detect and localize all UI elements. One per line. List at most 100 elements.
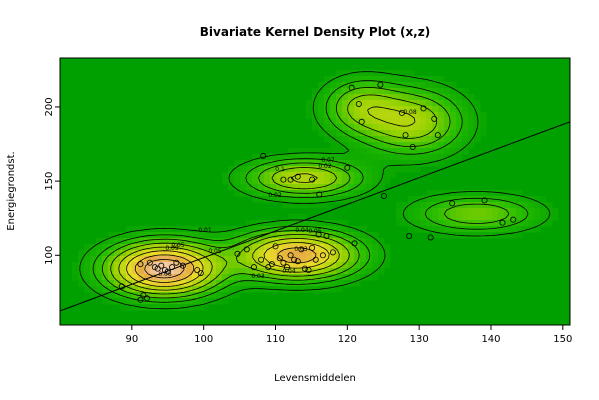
data-point — [377, 81, 384, 88]
chart-title: Bivariate Kernel Density Plot (x,z) — [200, 25, 430, 39]
regression-line-path — [60, 121, 570, 312]
data-point — [243, 246, 250, 253]
contour-level-1 — [92, 80, 529, 303]
data-point — [161, 267, 168, 274]
x-tick-label: 90 — [125, 334, 138, 345]
data-point — [283, 264, 290, 271]
contour-label: 0.07 — [321, 157, 335, 164]
contour-level-2 — [101, 87, 510, 299]
data-point — [140, 292, 147, 299]
contour-lines — [79, 71, 551, 310]
data-point — [309, 244, 316, 251]
contour-label: 0.1 — [275, 166, 285, 173]
data-point — [197, 270, 204, 277]
data-point — [301, 265, 308, 272]
data-points — [118, 81, 517, 303]
data-point — [316, 191, 323, 198]
data-point — [260, 152, 267, 159]
contour-label: 0.04 — [282, 268, 296, 275]
data-point — [298, 246, 305, 253]
data-point — [449, 200, 456, 207]
x-axis-label: Levensmiddelen — [274, 373, 356, 384]
contour-level-4 — [118, 106, 416, 291]
data-point — [355, 100, 362, 107]
y-tick-label: 200 — [44, 97, 55, 116]
data-point — [420, 105, 427, 112]
data-point — [146, 259, 153, 266]
y-tick-label: 150 — [44, 172, 55, 191]
data-point — [164, 268, 171, 275]
data-point — [179, 262, 186, 269]
data-point — [398, 109, 405, 116]
data-point — [351, 240, 358, 247]
plot-frame — [59, 57, 571, 326]
data-point — [258, 256, 265, 263]
data-point — [294, 173, 301, 180]
data-point — [137, 296, 144, 303]
data-point — [481, 197, 488, 204]
data-point — [358, 118, 365, 125]
data-point — [344, 164, 351, 171]
contour-label: 0.03 — [251, 273, 265, 280]
data-point — [434, 132, 441, 139]
x-tick-label: 120 — [338, 334, 357, 345]
y-axis-label: Energiegrondst. — [6, 151, 17, 230]
data-point — [406, 232, 413, 239]
data-point — [329, 249, 336, 256]
data-point — [294, 258, 301, 265]
data-point — [309, 176, 316, 183]
data-point — [272, 243, 279, 250]
data-point — [323, 232, 330, 239]
data-point — [154, 265, 161, 272]
contour-label: 0.02 — [318, 163, 332, 170]
contour-label: 0.09 — [165, 245, 179, 252]
contour-label: 0.04 — [295, 227, 309, 234]
data-point — [268, 261, 275, 268]
regression-line — [60, 121, 570, 312]
contour-label: 0.06 — [158, 271, 172, 278]
x-tick-label: 150 — [553, 334, 572, 345]
data-point — [409, 143, 416, 150]
contour-level-6 — [134, 247, 317, 283]
contour-label: 0.08 — [403, 109, 417, 116]
contour-level-0 — [79, 71, 551, 310]
contour-label: 0.05 — [171, 242, 185, 249]
data-point — [234, 250, 241, 257]
x-tick-label: 100 — [194, 334, 213, 345]
y-axis-ticks: 100 150 200 — [44, 97, 60, 265]
data-point — [305, 267, 312, 274]
data-point — [499, 219, 506, 226]
contour-label: 0.03 — [294, 246, 308, 253]
data-point — [194, 267, 201, 274]
data-point — [510, 216, 517, 223]
y-tick-label: 100 — [44, 246, 55, 265]
contour-label: 0.05 — [208, 248, 222, 255]
data-point — [173, 259, 180, 266]
data-point — [265, 264, 272, 271]
data-point — [137, 261, 144, 268]
data-point — [431, 115, 438, 122]
data-point — [276, 255, 283, 262]
x-axis-ticks: 90 100 110 120 130 140 150 — [125, 325, 572, 345]
data-point — [319, 252, 326, 259]
data-point — [250, 264, 257, 271]
data-point — [312, 256, 319, 263]
data-point — [287, 176, 294, 183]
data-point — [427, 234, 434, 241]
data-point — [291, 256, 298, 263]
x-tick-label: 140 — [481, 334, 500, 345]
data-point — [151, 264, 158, 271]
contour-level-7 — [144, 259, 185, 279]
data-point — [280, 259, 287, 266]
contour-level-3 — [110, 94, 438, 295]
x-tick-label: 110 — [266, 334, 285, 345]
contour-label: 0.02 — [268, 192, 282, 199]
data-point — [287, 252, 294, 259]
data-point — [348, 84, 355, 91]
x-tick-label: 130 — [410, 334, 429, 345]
contour-labels: 0.010.020.020.030.030.040.040.050.050.05… — [158, 109, 417, 280]
data-point — [315, 231, 322, 238]
data-point — [118, 283, 125, 290]
